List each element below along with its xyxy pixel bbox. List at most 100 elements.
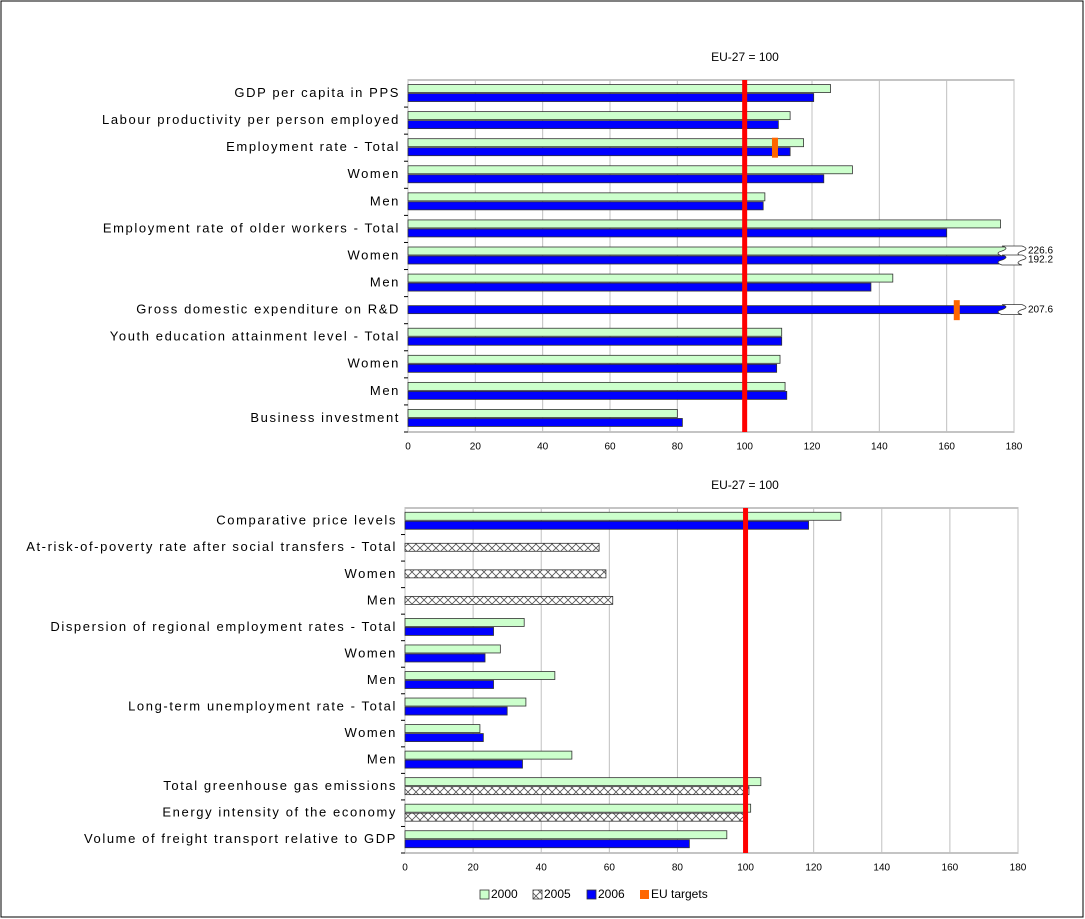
category-label: Volume of freight transport relative to … (84, 831, 397, 846)
category-label: Business investment (250, 410, 400, 425)
x-tick-label: 140 (873, 863, 890, 874)
bar (407, 138, 804, 148)
x-tick-label: 160 (942, 863, 959, 874)
category-label: Men (370, 193, 400, 208)
bar (404, 750, 573, 760)
legend-swatch (640, 890, 649, 899)
category-label: Women (347, 247, 400, 262)
panel-title: EU-27 = 100 (711, 478, 779, 492)
bar (407, 273, 894, 283)
panel-title: EU-27 = 100 (711, 50, 779, 64)
x-tick-label: 100 (737, 863, 754, 874)
bar (404, 786, 750, 796)
category-label: Gross domestic expenditure on R&D (136, 302, 400, 317)
bar (407, 228, 948, 238)
category-label: Men (370, 383, 400, 398)
category-label: Men (367, 672, 397, 687)
x-tick-label: 0 (402, 863, 408, 874)
bar (407, 192, 766, 202)
category-label: GDP per capita in PPS (234, 85, 400, 100)
bar (404, 680, 494, 689)
category-label: Men (367, 592, 397, 607)
x-tick-label: 80 (672, 863, 684, 874)
bar (404, 542, 600, 552)
plot-area (404, 507, 1019, 854)
target-marker (953, 300, 960, 321)
bar (407, 219, 1001, 229)
bar (404, 706, 508, 716)
bar (404, 653, 486, 663)
category-label: Women (344, 645, 397, 660)
x-tick-label: 40 (537, 442, 549, 453)
x-tick-label: 40 (536, 863, 548, 874)
x-tick-label: 120 (805, 863, 822, 874)
x-tick-label: 20 (468, 863, 480, 874)
bar (407, 255, 1007, 265)
bar (407, 201, 764, 211)
category-label: Men (367, 752, 397, 767)
bar (407, 120, 779, 130)
bar (404, 511, 842, 521)
bar (404, 644, 501, 654)
category-label: Dispersion of regional employment rates … (50, 619, 397, 634)
bar (404, 759, 523, 769)
category-label: At-risk-of-poverty rate after social tra… (26, 539, 397, 554)
value-label: 226.6 (1028, 246, 1053, 257)
bar (404, 618, 525, 627)
bar (407, 381, 786, 391)
x-tick-label: 140 (871, 442, 888, 453)
value-label: 207.6 (1028, 304, 1053, 315)
bar (404, 697, 527, 707)
category-label: Women (344, 566, 397, 581)
category-label: Youth education attainment level - Total (110, 329, 400, 344)
value-label: 192.2 (1028, 255, 1053, 266)
x-tick-label: 160 (938, 442, 955, 453)
bar (404, 830, 728, 840)
bar (407, 93, 815, 102)
bar (407, 336, 783, 346)
bar (407, 282, 872, 292)
x-tick-label: 20 (470, 442, 482, 453)
bar (407, 409, 678, 418)
legend-label: EU targets (651, 887, 708, 901)
x-tick-label: 0 (405, 442, 411, 453)
bar (404, 520, 809, 530)
x-tick-label: 180 (1006, 442, 1023, 453)
category-label: Women (344, 725, 397, 740)
x-tick-label: 60 (604, 442, 616, 453)
legend-label: 2006 (598, 887, 625, 901)
category-label: Long-term unemployment rate - Total (128, 698, 397, 713)
category-label: Women (347, 166, 400, 181)
bar (407, 354, 781, 364)
bar (404, 803, 752, 813)
category-label: Comparative price levels (216, 513, 397, 528)
bar (404, 724, 481, 733)
x-tick-label: 100 (736, 442, 753, 453)
bar (404, 627, 494, 636)
category-label: Total greenhouse gas emissions (163, 778, 397, 793)
bar (407, 165, 853, 175)
bar (407, 327, 783, 337)
bar (404, 595, 614, 605)
x-tick-label: 60 (604, 863, 616, 874)
axis-break (997, 304, 1027, 316)
category-label: Employment rate of older workers - Total (103, 220, 400, 235)
x-tick-label: 120 (804, 442, 821, 453)
legend-label: 2000 (491, 887, 518, 901)
category-label: Employment rate - Total (226, 139, 400, 154)
category-label: Energy intensity of the economy (162, 805, 397, 820)
bar (407, 111, 791, 121)
bar (404, 777, 762, 787)
bar (404, 671, 556, 680)
target-marker (771, 137, 778, 158)
bar (404, 839, 690, 849)
bar (404, 812, 746, 822)
legend-swatch (586, 889, 597, 900)
category-label: Women (347, 356, 400, 371)
bar (407, 246, 1007, 256)
bar (407, 363, 778, 373)
bar (407, 305, 1007, 315)
legend-label: 2005 (544, 887, 571, 901)
bar (407, 390, 788, 400)
bar (407, 418, 683, 427)
